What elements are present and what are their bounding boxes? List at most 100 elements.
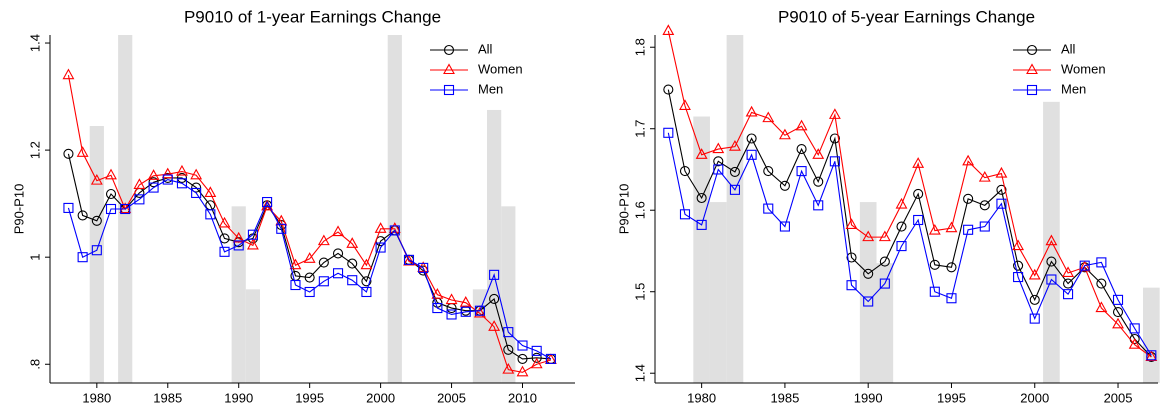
marker (403, 254, 415, 265)
marker (1096, 257, 1107, 268)
marker (459, 296, 472, 307)
marker (779, 221, 790, 232)
x-tick-label: 2000 (1020, 390, 1049, 405)
marker (374, 222, 387, 233)
marker (778, 128, 791, 140)
marker (431, 288, 444, 299)
marker (247, 229, 258, 240)
marker (205, 209, 216, 220)
marker (996, 184, 1007, 195)
shading-bar (709, 202, 727, 383)
marker (763, 203, 774, 214)
marker (90, 173, 103, 185)
marker (161, 167, 174, 179)
marker (502, 362, 515, 374)
y-tick-label: 1.5 (632, 283, 647, 301)
marker (696, 219, 707, 230)
y-tick-label: 1.6 (632, 201, 647, 219)
x-tick-label: 1980 (687, 390, 716, 405)
marker (663, 127, 674, 138)
marker (105, 188, 117, 200)
marker (945, 221, 958, 233)
x-tick-label: 1985 (770, 390, 799, 405)
marker (233, 240, 244, 251)
marker (1112, 317, 1124, 329)
marker (895, 197, 908, 209)
marker (531, 352, 542, 363)
marker (332, 268, 344, 279)
marker (473, 306, 486, 318)
marker (1096, 278, 1107, 289)
y-tick-label: 1 (27, 254, 42, 261)
marker (133, 178, 146, 189)
legend-marker (1026, 44, 1038, 56)
chart-title: P9010 of 1-year Earnings Change (184, 7, 441, 26)
marker (446, 309, 457, 320)
marker (1045, 234, 1058, 246)
marker (1013, 272, 1024, 283)
marker (191, 187, 202, 198)
marker (729, 140, 741, 151)
marker (489, 293, 500, 304)
legend-marker (443, 44, 455, 56)
y-axis-label: P90-P10 (616, 184, 631, 235)
y-tick-label: 1.8 (632, 38, 647, 56)
x-tick-label: 1990 (854, 390, 883, 405)
marker (929, 286, 940, 297)
marker (460, 306, 471, 317)
marker (545, 353, 556, 364)
marker (375, 242, 386, 253)
marker (318, 257, 329, 268)
marker (1079, 260, 1090, 271)
marker (979, 200, 990, 211)
marker (290, 279, 301, 291)
marker (813, 200, 824, 211)
marker (489, 269, 500, 280)
marker (1129, 323, 1140, 334)
marker (360, 258, 373, 270)
marker (946, 262, 957, 273)
x-tick-label: 2005 (437, 390, 466, 405)
marker (762, 111, 775, 123)
marker (91, 215, 102, 226)
marker (796, 166, 807, 177)
marker (863, 296, 874, 307)
legend-marker (443, 84, 455, 96)
marker (1145, 350, 1158, 361)
y-axis-label: P90-P10 (11, 184, 26, 235)
marker (147, 169, 160, 180)
legend-label: Women (478, 61, 523, 76)
shading-bar (693, 116, 710, 383)
marker (679, 99, 691, 110)
marker (1146, 350, 1157, 361)
marker (795, 119, 808, 131)
marker (503, 344, 514, 355)
marker (105, 203, 117, 215)
marker (261, 199, 274, 211)
marker (829, 156, 840, 167)
marker (176, 164, 188, 176)
marker (963, 193, 974, 204)
marker (63, 148, 74, 159)
marker (763, 166, 774, 177)
y-tick-label: 1.4 (27, 34, 42, 52)
marker (148, 177, 159, 188)
marker (913, 214, 924, 226)
marker (729, 184, 740, 195)
series-line (667, 89, 1152, 358)
marker (746, 133, 757, 144)
x-tick-label: 2000 (366, 390, 395, 405)
marker (1128, 338, 1141, 349)
marker (1029, 313, 1040, 324)
marker (1012, 239, 1025, 251)
shading-bar (231, 206, 246, 383)
marker (91, 245, 102, 256)
marker (846, 280, 857, 291)
marker (845, 218, 858, 229)
marker (712, 142, 725, 154)
marker (879, 256, 890, 267)
shading-bar (487, 109, 502, 383)
marker (962, 154, 975, 166)
marker (148, 182, 159, 193)
marker (77, 210, 88, 221)
